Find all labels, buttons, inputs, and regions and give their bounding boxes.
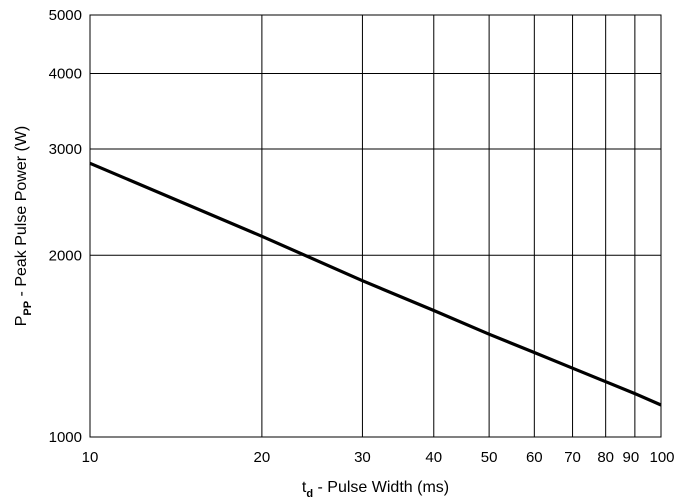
x-tick-label: 100 <box>649 449 674 466</box>
series-layer <box>89 161 662 407</box>
x-tick-label: 80 <box>597 449 614 466</box>
y-tick-label: 2000 <box>49 247 82 264</box>
x-tick-label: 10 <box>82 449 99 466</box>
x-tick-label: 40 <box>425 449 442 466</box>
y-tick-label: 3000 <box>49 141 82 158</box>
y-tick-label: 5000 <box>49 7 82 24</box>
x-tick-label: 70 <box>564 449 581 466</box>
x-tick-label: 30 <box>354 449 371 466</box>
x-tick-label: 90 <box>623 449 640 466</box>
x-tick-label: 60 <box>526 449 543 466</box>
grid <box>89 14 662 438</box>
x-tick-label: 20 <box>254 449 271 466</box>
tick-labels: 10 20 30 40 50 60 70 80 90 100 1000 2000 3000 4000 500… <box>49 7 675 466</box>
x-tick-label: 50 <box>481 449 498 466</box>
y-axis-label: PPP - Peak Pulse Power (W) <box>13 126 34 327</box>
y-tick-label: 1000 <box>49 429 82 446</box>
series-line <box>89 161 662 407</box>
x-axis-label: td - Pulse Width (ms) <box>302 479 449 500</box>
plot-frame <box>89 14 662 438</box>
y-tick-label: 4000 <box>49 66 82 83</box>
